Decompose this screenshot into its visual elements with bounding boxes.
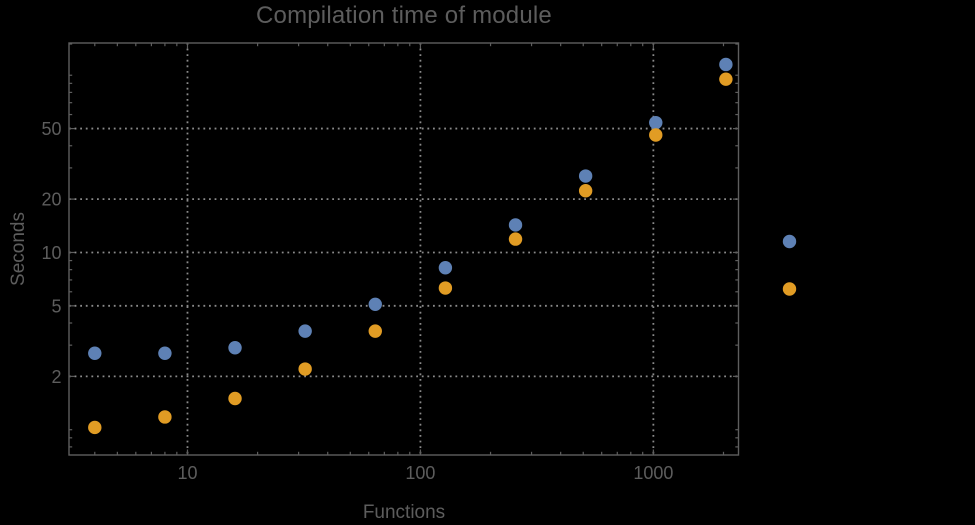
data-point-series-1-x2048[interactable] [719, 57, 733, 72]
data-point-series-1-x128[interactable] [438, 261, 453, 275]
data-point-series-2-x1024[interactable] [649, 128, 663, 142]
x-tick-label-100: 100 [405, 463, 435, 483]
data-point-series-1-x256[interactable] [508, 218, 523, 232]
data-point-series-2-x64[interactable] [368, 324, 382, 338]
chart-title: Compilation time of module [255, 2, 552, 29]
data-point-series-2-x512[interactable] [578, 184, 593, 198]
y-tick-label-50: 50 [41, 119, 61, 139]
data-point-series-2-x8[interactable] [158, 410, 172, 424]
y-tick-label-2: 2 [51, 367, 61, 387]
data-point-series-2-x32[interactable] [298, 362, 312, 376]
x-axis-label: Functions [362, 502, 446, 523]
data-point-series-1-x8[interactable] [158, 346, 172, 360]
data-point-series-1-x512[interactable] [578, 169, 593, 183]
data-point-series-1-x4[interactable] [88, 346, 102, 360]
y-tick-label-20: 20 [41, 190, 61, 210]
data-point-series-1-x16[interactable] [228, 341, 242, 355]
data-point-series-2-x16[interactable] [228, 391, 242, 406]
data-point-series-1-x64[interactable] [368, 297, 382, 312]
y-tick-label-10: 10 [41, 243, 61, 263]
plot-frame [68, 42, 740, 456]
legend-marker-series-1[interactable] [782, 234, 797, 249]
data-point-series-2-x2048[interactable] [719, 72, 733, 86]
data-point-series-1-x1024[interactable] [649, 115, 663, 130]
data-point-series-1-x32[interactable] [298, 324, 312, 338]
data-point-series-2-x256[interactable] [508, 232, 523, 246]
x-tick-label-1000: 1000 [633, 463, 673, 483]
y-tick-label-5: 5 [51, 296, 61, 316]
data-point-series-2-x4[interactable] [88, 420, 102, 435]
x-tick-label-10: 10 [177, 463, 197, 483]
data-point-series-2-x128[interactable] [438, 281, 453, 295]
legend-marker-series-2[interactable] [782, 282, 797, 296]
